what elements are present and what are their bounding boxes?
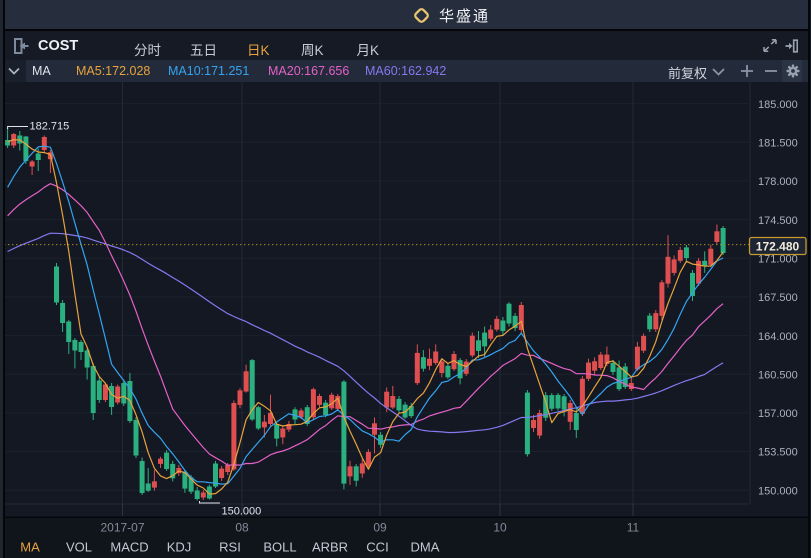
svg-text:172.480: 172.480: [756, 240, 800, 254]
svg-text:10: 10: [493, 521, 507, 535]
svg-text:182.715: 182.715: [30, 121, 70, 133]
svg-text:KDJ: KDJ: [167, 540, 192, 555]
svg-text:150.000: 150.000: [222, 506, 262, 518]
svg-text:181.500: 181.500: [758, 138, 798, 150]
svg-text:09: 09: [373, 521, 387, 535]
svg-text:RSI: RSI: [219, 540, 241, 555]
svg-text:150.000: 150.000: [758, 485, 798, 497]
svg-text:174.500: 174.500: [758, 215, 798, 227]
svg-text:ARBR: ARBR: [312, 540, 348, 555]
svg-text:160.500: 160.500: [758, 369, 798, 381]
svg-text:2017-07: 2017-07: [100, 521, 144, 535]
svg-text:11: 11: [627, 521, 640, 535]
svg-text:167.500: 167.500: [758, 292, 798, 304]
svg-text:157.000: 157.000: [758, 408, 798, 420]
svg-text:178.000: 178.000: [758, 176, 798, 188]
svg-text:08: 08: [235, 521, 249, 535]
svg-text:CCI: CCI: [366, 540, 388, 555]
svg-text:164.000: 164.000: [758, 331, 798, 343]
svg-text:DMA: DMA: [411, 540, 440, 555]
svg-text:153.500: 153.500: [758, 447, 798, 459]
svg-text:BOLL: BOLL: [263, 540, 296, 555]
svg-text:185.000: 185.000: [758, 99, 798, 111]
svg-text:VOL: VOL: [66, 540, 92, 555]
svg-text:MACD: MACD: [110, 540, 148, 555]
svg-text:MA: MA: [20, 540, 40, 555]
svg-text:171.000: 171.000: [758, 253, 798, 265]
